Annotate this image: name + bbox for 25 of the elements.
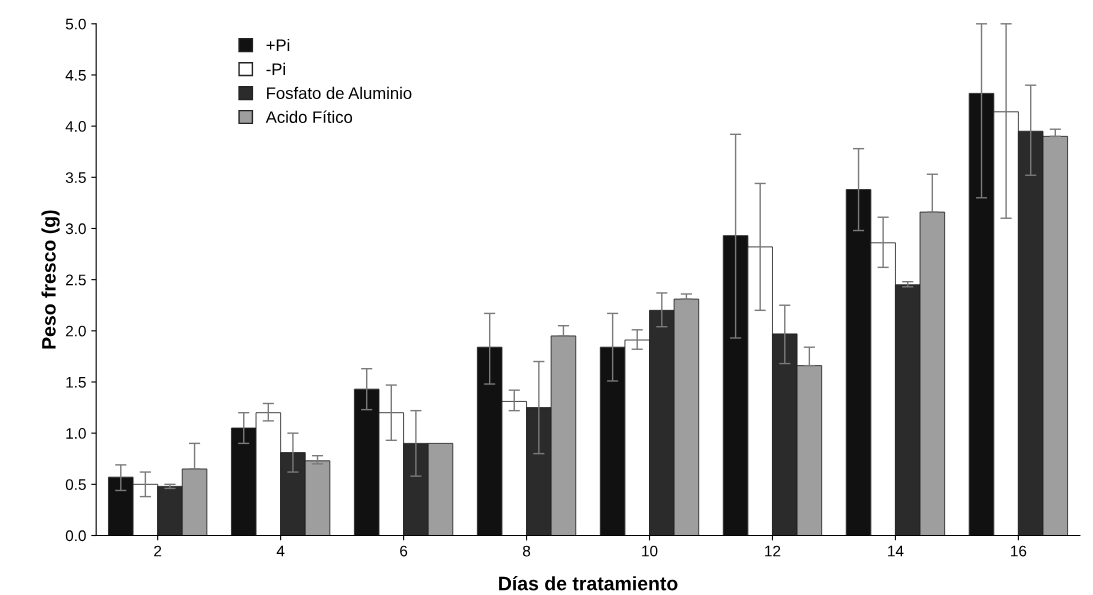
x-tick-label: 8 xyxy=(522,545,531,557)
legend-label: -Pi xyxy=(266,62,285,75)
y-tick-label: 1.5 xyxy=(66,377,86,388)
y-tick-label: 3.5 xyxy=(65,172,86,183)
legend-label: Fosfato de Aluminio xyxy=(267,86,412,100)
y-tick-label: 2.0 xyxy=(65,325,86,337)
y-tick-label: 2.5 xyxy=(65,274,86,286)
x-tick-label: 16 xyxy=(1011,545,1027,557)
y-tick-label: 4.5 xyxy=(65,70,86,81)
y-tick-label: 0.0 xyxy=(65,530,86,542)
y-axis-title: Peso fresco (g) xyxy=(41,210,60,349)
y-tick-label: 0.5 xyxy=(65,479,86,491)
x-tick-label: 2 xyxy=(154,545,162,557)
y-tick-label: 1.0 xyxy=(66,428,86,439)
legend-label: +Pi xyxy=(266,38,290,51)
legend-label: Acido Fítico xyxy=(265,110,353,124)
x-tick-label: 12 xyxy=(765,545,781,557)
x-tick-label: 6 xyxy=(400,545,408,557)
x-tick-label: 14 xyxy=(888,545,904,557)
x-tick-label: 4 xyxy=(276,545,285,557)
y-tick-label: 4.0 xyxy=(65,121,86,132)
x-axis-title: Días de tratamiento xyxy=(499,575,678,591)
y-tick-label: 3.0 xyxy=(65,223,86,235)
x-tick-label: 10 xyxy=(642,545,658,557)
y-tick-label: 5.0 xyxy=(65,18,86,30)
